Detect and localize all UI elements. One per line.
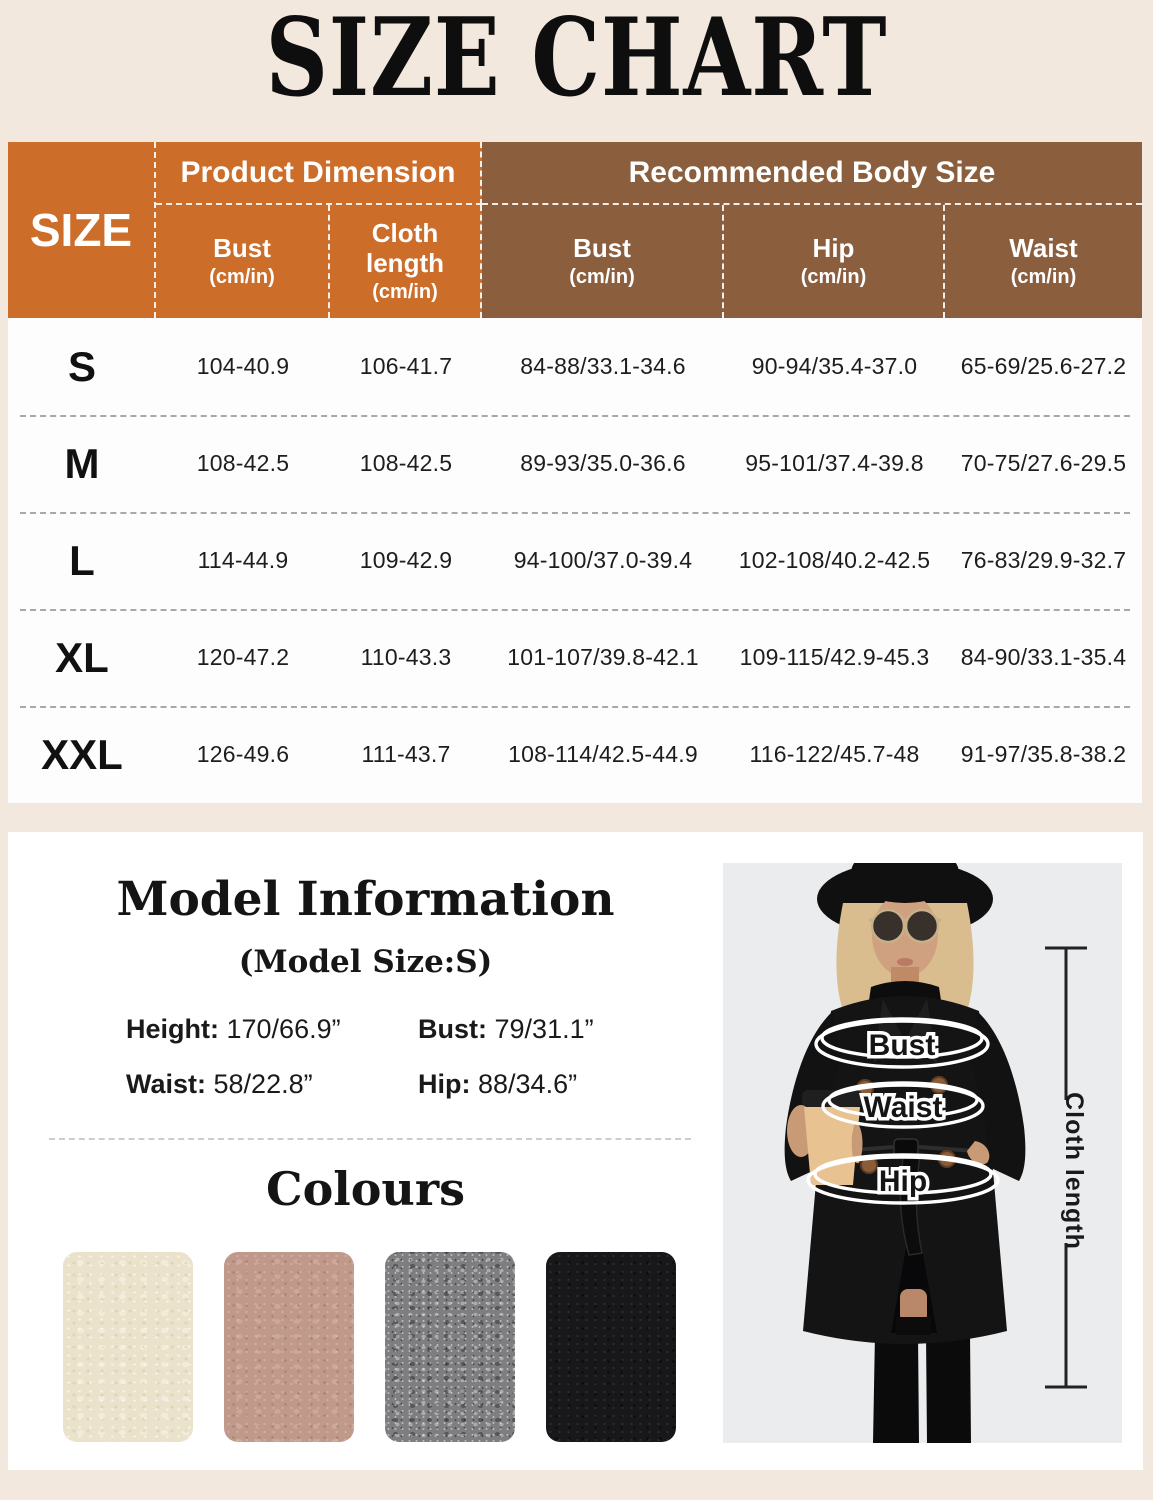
cell-body-bust: 94-100/37.0-39.4	[482, 512, 724, 609]
waist-annotation-label: Waist	[864, 1091, 943, 1124]
cell-hip: 109-115/42.9-45.3	[724, 609, 945, 706]
swatch-grey	[385, 1252, 515, 1442]
col-unit: (cm/in)	[1010, 266, 1077, 289]
model-hip: Hip: 88/34.6”	[418, 1069, 646, 1100]
cloth-length-label: Cloth length	[1060, 1092, 1088, 1250]
col-unit: (cm/in)	[569, 266, 635, 289]
row-size-label: L	[8, 512, 156, 609]
page-title: SIZE CHART	[265, 0, 888, 121]
col-label: Waist	[1009, 232, 1078, 263]
col-header-product-bust: Bust (cm/in)	[156, 205, 330, 318]
row-size-label: M	[8, 415, 156, 512]
model-illustration: Bust Waist Hip Cloth l	[723, 863, 1122, 1443]
model-information-title: Model Information	[116, 872, 615, 927]
field-value: 58/22.8”	[213, 1069, 313, 1099]
model-size-subtitle: (Model Size:S)	[238, 944, 493, 980]
row-size-label: XL	[8, 609, 156, 706]
field-label: Bust:	[418, 1014, 487, 1044]
col-header-body-bust: Bust (cm/in)	[482, 205, 724, 318]
col-header-cloth-length: Cloth length (cm/in)	[330, 205, 482, 318]
cell-cloth-length: 108-42.5	[330, 415, 482, 512]
cell-body-bust: 108-114/42.5-44.9	[482, 706, 724, 803]
col-unit: (cm/in)	[800, 266, 867, 289]
boot-top	[896, 1317, 931, 1335]
swatch-khaki	[224, 1252, 354, 1442]
swatch-black	[546, 1252, 676, 1442]
field-label: Hip:	[418, 1069, 471, 1099]
row-divider	[20, 609, 1130, 611]
row-divider	[20, 512, 1130, 514]
size-chart-table: SIZE Product Dimension Recommended Body …	[8, 142, 1142, 803]
col-label: Bust	[213, 232, 271, 263]
model-info-card: Model Information (Model Size:S) Height:…	[8, 832, 1143, 1470]
cell-product-bust: 120-47.2	[156, 609, 330, 706]
dashed-divider	[49, 1138, 691, 1140]
cloth-length-line	[1045, 946, 1087, 1389]
col-label: Cloth length	[366, 218, 444, 278]
field-value: 79/31.1”	[494, 1014, 594, 1044]
cell-waist: 91-97/35.8-38.2	[945, 706, 1142, 803]
model-waist: Waist: 58/22.8”	[126, 1069, 418, 1100]
row-divider	[20, 706, 1130, 708]
size-column-header: SIZE	[8, 142, 156, 318]
cell-product-bust: 126-49.6	[156, 706, 330, 803]
coffee-cup	[787, 1090, 863, 1185]
lips	[897, 958, 913, 966]
cell-waist: 65-69/25.6-27.2	[945, 318, 1142, 415]
row-divider	[20, 415, 1130, 417]
cell-hip: 116-122/45.7-48	[724, 706, 945, 803]
field-value: 88/34.6”	[478, 1069, 578, 1099]
col-header-waist: Waist (cm/in)	[945, 205, 1142, 318]
cell-product-bust: 108-42.5	[156, 415, 330, 512]
hat-crown	[851, 863, 959, 903]
cell-cloth-length: 106-41.7	[330, 318, 482, 415]
cell-body-bust: 89-93/35.0-36.6	[482, 415, 724, 512]
col-unit: (cm/in)	[372, 280, 438, 303]
model-photo: Bust Waist Hip Cloth l	[723, 863, 1122, 1443]
bust-annotation-label: Bust	[869, 1029, 936, 1062]
colours-title: Colours	[265, 1162, 466, 1216]
right-hand	[967, 1141, 990, 1165]
row-size-label: XXL	[8, 706, 156, 803]
cell-body-bust: 84-88/33.1-34.6	[482, 318, 724, 415]
cell-product-bust: 114-44.9	[156, 512, 330, 609]
left-lapel	[873, 999, 905, 1063]
cell-hip: 90-94/35.4-37.0	[724, 318, 945, 415]
model-measurements: Height: 170/66.9” Bust: 79/31.1” Waist: …	[126, 1014, 646, 1100]
right-lapel	[905, 999, 937, 1063]
model-bust: Bust: 79/31.1”	[418, 1014, 646, 1045]
col-label: Bust	[573, 232, 631, 263]
col-label: Hip	[812, 232, 855, 263]
recommended-body-size-group-header: Recommended Body Size	[482, 142, 1142, 205]
col-unit: (cm/in)	[209, 266, 275, 289]
hip-ellipse	[806, 1153, 1000, 1205]
field-label: Height:	[126, 1014, 219, 1044]
left-boot	[873, 1333, 919, 1443]
colour-swatches	[63, 1252, 676, 1442]
product-dimension-group-header: Product Dimension	[156, 142, 482, 205]
field-value: 170/66.9”	[226, 1014, 341, 1044]
waist-ellipse	[821, 1081, 985, 1129]
cell-waist: 76-83/29.9-32.7	[945, 512, 1142, 609]
field-label: Waist:	[126, 1069, 206, 1099]
knee-skin	[900, 1289, 927, 1323]
cell-cloth-length: 109-42.9	[330, 512, 482, 609]
cell-waist: 84-90/33.1-35.4	[945, 609, 1142, 706]
bust-ellipse	[814, 1017, 990, 1069]
model-height: Height: 170/66.9”	[126, 1014, 418, 1045]
cell-hip: 95-101/37.4-39.8	[724, 415, 945, 512]
cell-hip: 102-108/40.2-42.5	[724, 512, 945, 609]
hip-annotation-label: Hip	[879, 1165, 927, 1198]
cell-cloth-length: 111-43.7	[330, 706, 482, 803]
cell-body-bust: 101-107/39.8-42.1	[482, 609, 724, 706]
cell-waist: 70-75/27.6-29.5	[945, 415, 1142, 512]
cell-cloth-length: 110-43.3	[330, 609, 482, 706]
row-size-label: S	[8, 318, 156, 415]
col-header-hip: Hip (cm/in)	[724, 205, 945, 318]
sunglasses	[869, 908, 941, 944]
cell-product-bust: 104-40.9	[156, 318, 330, 415]
swatch-cream	[63, 1252, 193, 1442]
right-boot	[926, 1333, 971, 1443]
